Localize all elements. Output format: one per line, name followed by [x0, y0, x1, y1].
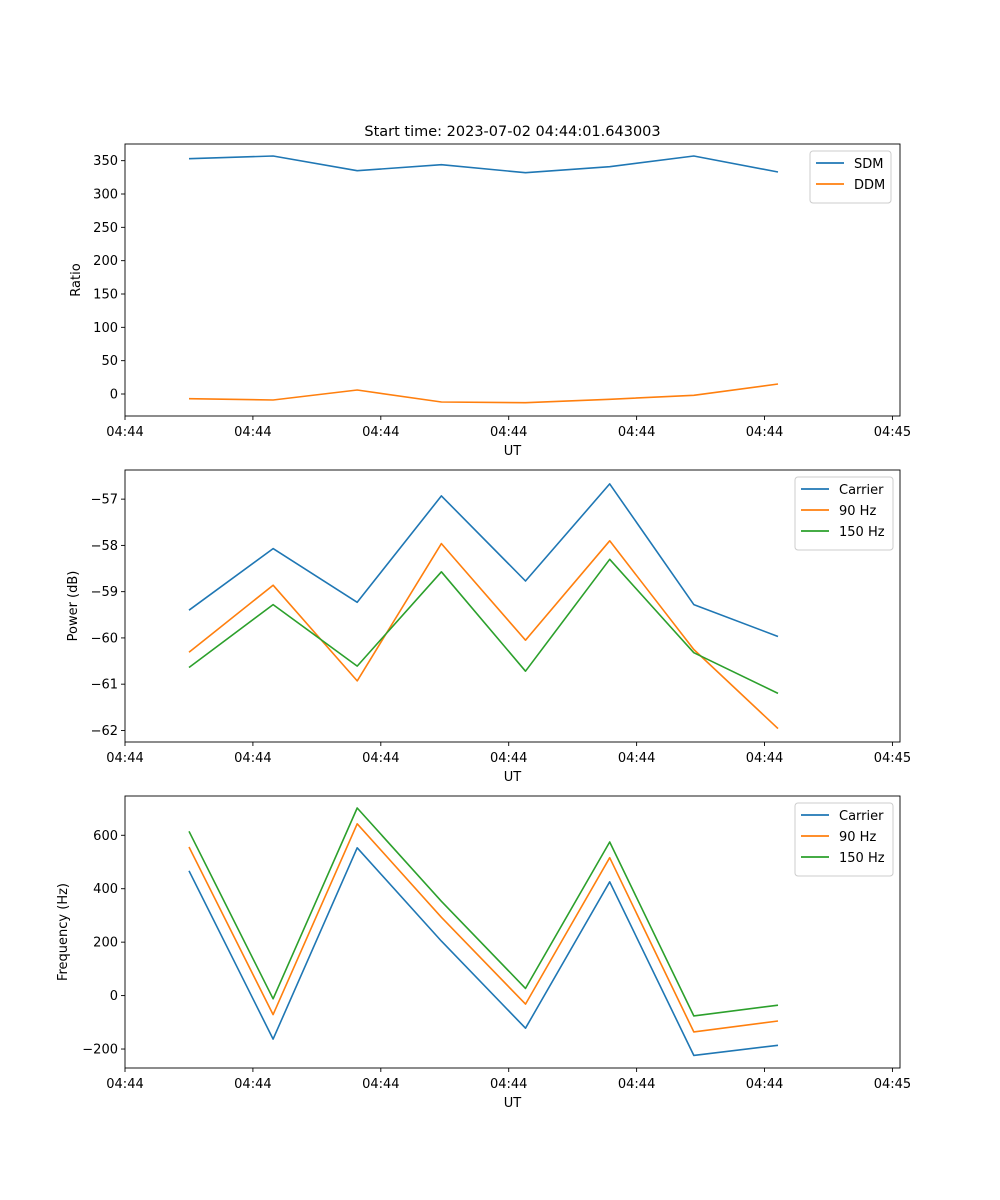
y-tick-label: 600 [93, 829, 118, 844]
series-line-90-hz [188, 539, 779, 730]
x-tick-label: 04:44 [746, 1077, 783, 1092]
y-tick-label: 200 [93, 254, 118, 269]
legend: Carrier 90 Hz 150 Hz [794, 802, 894, 877]
x-tick-label: 04:44 [490, 425, 527, 440]
x-tick-label: 04:44 [618, 425, 655, 440]
series-line-carrier [188, 846, 779, 1057]
x-tick-label: 04:44 [106, 1077, 143, 1092]
series-line-carrier [188, 483, 779, 638]
y-tick-label: 0 [110, 989, 118, 1004]
y-tick-label: 200 [93, 936, 118, 951]
axes-frame [124, 795, 901, 1069]
y-tick-label: −60 [91, 631, 118, 646]
subplot-1: Start time: 2023-07-02 04:44:01.643003 04… [69, 124, 911, 459]
x-tick-label: 04:44 [234, 425, 271, 440]
legend: SDM DDM [809, 150, 892, 204]
y-axis-label: Power (dB) [66, 571, 81, 642]
legend-label: 150 Hz [839, 851, 885, 866]
legend-box [809, 150, 892, 204]
x-tick-label: 04:44 [490, 1077, 527, 1092]
y-tick-label: −62 [91, 724, 118, 739]
y-tick-label: −58 [91, 539, 118, 554]
y-tick-label: 300 [93, 188, 118, 203]
legend-label: DDM [854, 178, 885, 193]
y-tick-label: −200 [82, 1043, 118, 1058]
subplot-3: 04:44 04:44 04:44 04:44 04:44 04:44 04:45 −200 0… [56, 795, 911, 1111]
subplot-2: 04:44 04:44 04:44 04:44 04:44 04:44 04:45 −62 −6… [66, 469, 911, 785]
series-line-sdm [188, 155, 779, 174]
y-tick-label: 350 [93, 154, 118, 169]
y-tick-label: 0 [110, 388, 118, 403]
x-tick-label: 04:44 [490, 751, 527, 766]
legend-label: Carrier [839, 483, 884, 498]
x-tick-label: 04:44 [234, 1077, 271, 1092]
legend-label: Carrier [839, 809, 884, 824]
x-tick-label: 04:45 [874, 1077, 911, 1092]
legend-label: 150 Hz [839, 525, 885, 540]
y-tick-label: 100 [93, 321, 118, 336]
x-axis-label: UT [504, 770, 522, 785]
series-line-150-hz [188, 558, 779, 695]
y-tick-label: 400 [93, 882, 118, 897]
x-tick-label: 04:45 [874, 751, 911, 766]
x-tick-label: 04:44 [362, 1077, 399, 1092]
y-axis-label: Ratio [69, 263, 84, 296]
y-axis-label: Frequency (Hz) [56, 883, 71, 981]
legend-label: 90 Hz [839, 830, 876, 845]
y-tick-label: 50 [101, 354, 118, 369]
series-line-150-hz [188, 807, 779, 1017]
legend-label: SDM [854, 157, 883, 172]
y-tick-label: −59 [91, 585, 118, 600]
x-tick-label: 04:44 [106, 751, 143, 766]
x-axis-label: UT [504, 1096, 522, 1111]
series-line-ddm [188, 383, 779, 404]
legend: Carrier 90 Hz 150 Hz [794, 476, 894, 551]
legend-label: 90 Hz [839, 504, 876, 519]
series-line-90-hz [188, 822, 779, 1033]
x-tick-label: 04:44 [362, 751, 399, 766]
x-tick-label: 04:44 [746, 425, 783, 440]
x-tick-label: 04:45 [874, 425, 911, 440]
y-tick-label: −57 [91, 493, 118, 508]
y-tick-label: −61 [91, 678, 118, 693]
axes-frame [124, 143, 901, 417]
x-tick-label: 04:44 [618, 1077, 655, 1092]
x-tick-label: 04:44 [618, 751, 655, 766]
x-tick-label: 04:44 [234, 751, 271, 766]
x-tick-label: 04:44 [746, 751, 783, 766]
y-tick-label: 250 [93, 221, 118, 236]
y-tick-label: 150 [93, 288, 118, 303]
axes-frame [124, 469, 901, 743]
x-tick-label: 04:44 [362, 425, 399, 440]
x-axis-label: UT [504, 444, 522, 459]
x-tick-label: 04:44 [106, 425, 143, 440]
chart-title: Start time: 2023-07-02 04:44:01.643003 [364, 124, 660, 140]
